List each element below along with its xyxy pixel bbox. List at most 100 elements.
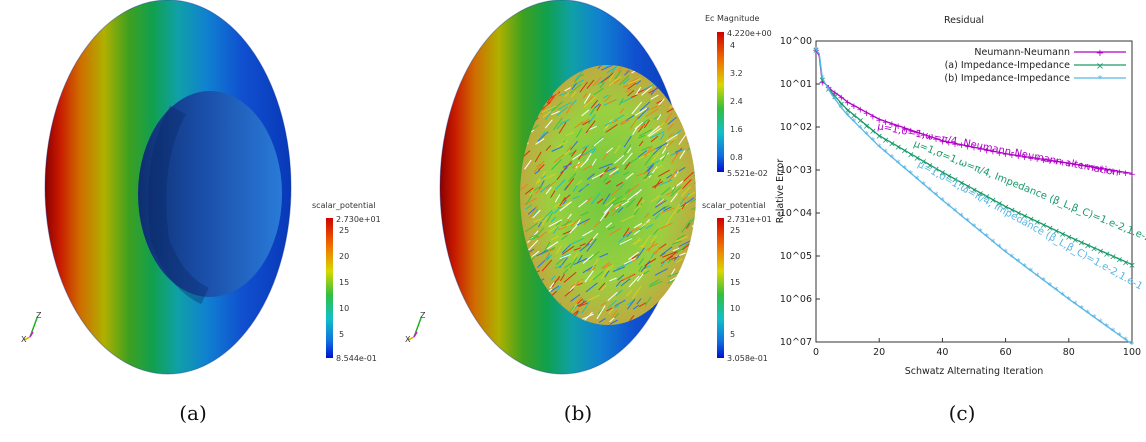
field-vector [550,90,561,103]
series-marker: × [856,117,864,127]
field-vector [614,312,620,319]
field-vector [627,147,632,154]
series-marker: × [812,46,820,56]
field-vector [584,152,592,163]
field-vector [614,69,622,79]
series-marker: * [921,180,926,190]
field-vector [577,298,584,304]
field-vector [563,262,572,269]
series-marker: * [946,202,951,212]
series-marker: + [856,105,864,115]
field-vector [547,96,555,105]
series-marker: * [852,118,857,128]
colorbar-a-tick: 20 [339,252,349,261]
field-vector [627,191,639,201]
legend-marker: * [1098,74,1103,85]
field-vector [676,258,683,263]
field-vector [651,151,660,163]
field-vector [564,87,571,92]
field-vector [636,298,642,305]
field-vector [560,222,575,229]
field-vector [636,196,643,207]
field-vector [650,234,658,244]
field-vector [550,190,556,198]
triad-b-x: X [405,335,411,344]
field-vector [582,229,593,237]
inner-hole [138,91,282,297]
field-vector [691,205,696,211]
field-vector [687,215,696,229]
triad-b-z: Z [420,311,426,320]
triad-a-x: X [21,335,27,344]
field-vector [551,101,563,112]
series-0: ++++++++++++++++++++++++++++++++++++++++… [812,46,1136,180]
field-vector [603,94,612,103]
series-marker: * [1048,281,1053,291]
series-marker: + [1040,156,1048,166]
field-vector [552,226,559,234]
field-vector [581,152,589,157]
field-vector [670,186,682,197]
axes-triad-b: Z X [405,311,426,344]
field-vector [568,173,577,182]
field-vector [596,198,604,204]
series-marker: × [1059,230,1067,240]
field-vector [645,108,659,118]
series-marker: * [953,207,958,217]
field-vector [588,125,597,131]
field-vector [622,152,633,165]
series-marker: * [896,159,901,169]
colorbar-a-max: 2.730e+01 [336,215,381,224]
field-vector [652,247,662,254]
series-marker: * [984,233,989,243]
field-vector [635,189,642,196]
field-vector [554,194,561,203]
field-vector [550,235,560,241]
field-vector [555,179,566,190]
series-marker: + [920,131,928,141]
field-vector [572,195,580,200]
y-tick-label: 10^06 [780,294,812,305]
series-marker: * [814,46,819,56]
field-vector [615,204,622,213]
series-marker: + [869,112,877,122]
field-vector [579,81,588,93]
field-vector [578,199,588,208]
field-vector [664,213,674,227]
field-vector [631,254,639,259]
field-vector [671,151,680,164]
field-vector [599,81,605,89]
colorbar-a-bar [326,218,333,358]
field-vector [570,218,581,227]
field-vector [581,301,591,314]
field-vector [619,237,633,246]
series-marker: × [869,127,877,137]
field-vector [572,301,581,312]
field-vector [551,110,560,116]
field-vector [576,128,583,138]
field-vector [638,302,647,308]
field-vector [638,199,645,207]
field-vector [644,296,652,307]
field-vector [590,99,598,109]
field-vector [573,258,588,266]
series-line [815,49,1133,266]
field-vector [624,161,631,170]
field-vector [619,107,625,114]
series-marker: × [1033,218,1041,228]
field-vector [544,119,553,129]
field-vector [565,131,575,136]
field-vector [538,180,545,190]
colorbar-b-bottom-max: 2.731e+01 [727,215,772,224]
field-vector [586,95,594,104]
field-vector [679,150,686,159]
field-vector [563,271,577,283]
series-marker: × [1008,206,1016,216]
field-vector [644,212,650,219]
field-vector [602,94,609,99]
field-vector [615,200,630,210]
field-vector [660,246,673,256]
field-vector [656,99,664,104]
field-vector [606,147,614,154]
series-marker: + [882,118,890,128]
